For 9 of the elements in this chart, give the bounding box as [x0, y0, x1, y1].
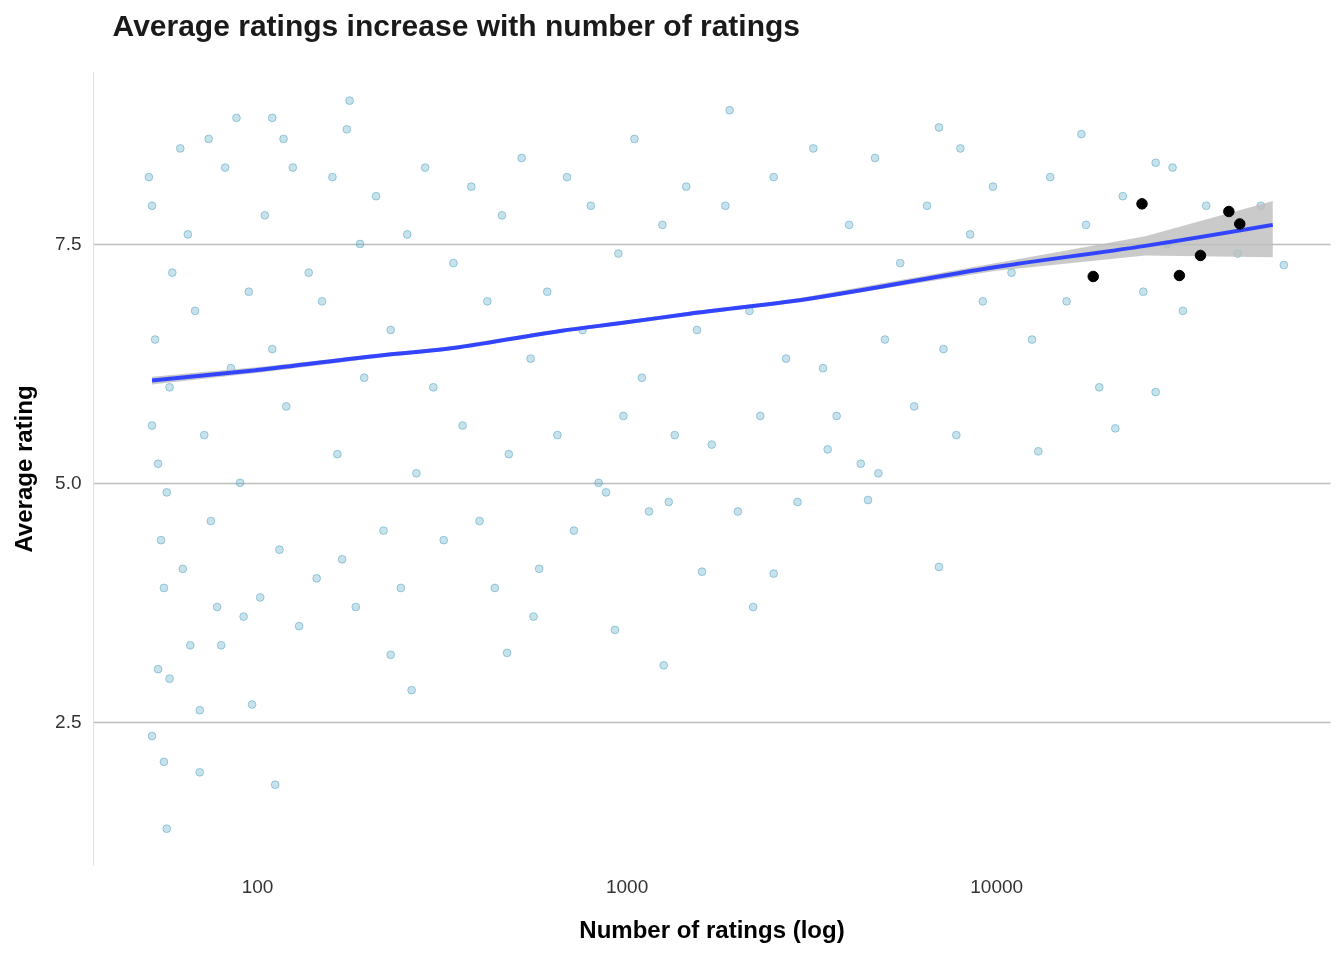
chart-title: Average ratings increase with number of ratings [112, 9, 801, 42]
x-tick-label: 10000 [970, 875, 1024, 897]
y-tick-label: 5.0 [55, 472, 82, 494]
x-axis-title: Number of ratings (log) [579, 915, 845, 943]
y-axis-title: Average rating [10, 385, 38, 553]
y-tick-label: 7.5 [55, 233, 82, 255]
x-tick-label: 100 [241, 875, 274, 897]
y-tick-label: 2.5 [55, 711, 82, 733]
x-tick-label: 1000 [605, 875, 649, 897]
